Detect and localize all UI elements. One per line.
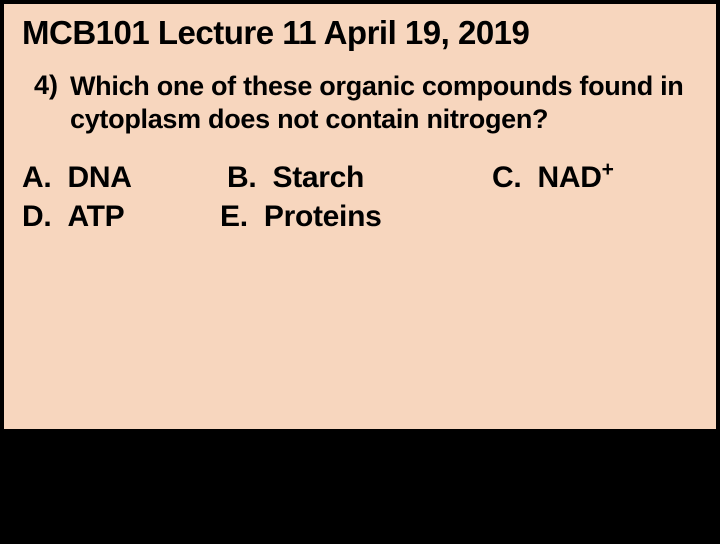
- question-number: 4): [22, 70, 70, 136]
- slide-container: MCB101 Lecture 11 April 19, 2019 4) Whic…: [4, 4, 716, 429]
- answer-c-text: NAD: [537, 161, 601, 194]
- answers-container: A. DNA B. Starch C. NAD+ D. ATP E. Prote…: [22, 158, 698, 236]
- answer-b: B. Starch: [227, 158, 492, 197]
- answer-c-label: C.: [492, 161, 521, 194]
- answer-d-label: D.: [22, 200, 51, 233]
- lecture-header: MCB101 Lecture 11 April 19, 2019: [22, 14, 698, 52]
- answer-c: C. NAD+: [492, 158, 614, 197]
- answer-e-text: Proteins: [264, 200, 382, 233]
- answer-a: A. DNA: [22, 158, 227, 197]
- question-text: Which one of these organic compounds fou…: [70, 70, 698, 136]
- answer-b-text: Starch: [272, 161, 364, 194]
- question-row: 4) Which one of these organic compounds …: [22, 70, 698, 136]
- answer-a-label: A.: [22, 161, 51, 194]
- answer-e-label: E.: [220, 200, 248, 233]
- answer-c-sup: +: [602, 158, 614, 181]
- answer-d-text: ATP: [67, 200, 124, 233]
- answer-b-label: B.: [227, 161, 256, 194]
- answer-e: E. Proteins: [212, 197, 382, 236]
- answer-a-text: DNA: [67, 161, 131, 194]
- answer-d: D. ATP: [22, 197, 212, 236]
